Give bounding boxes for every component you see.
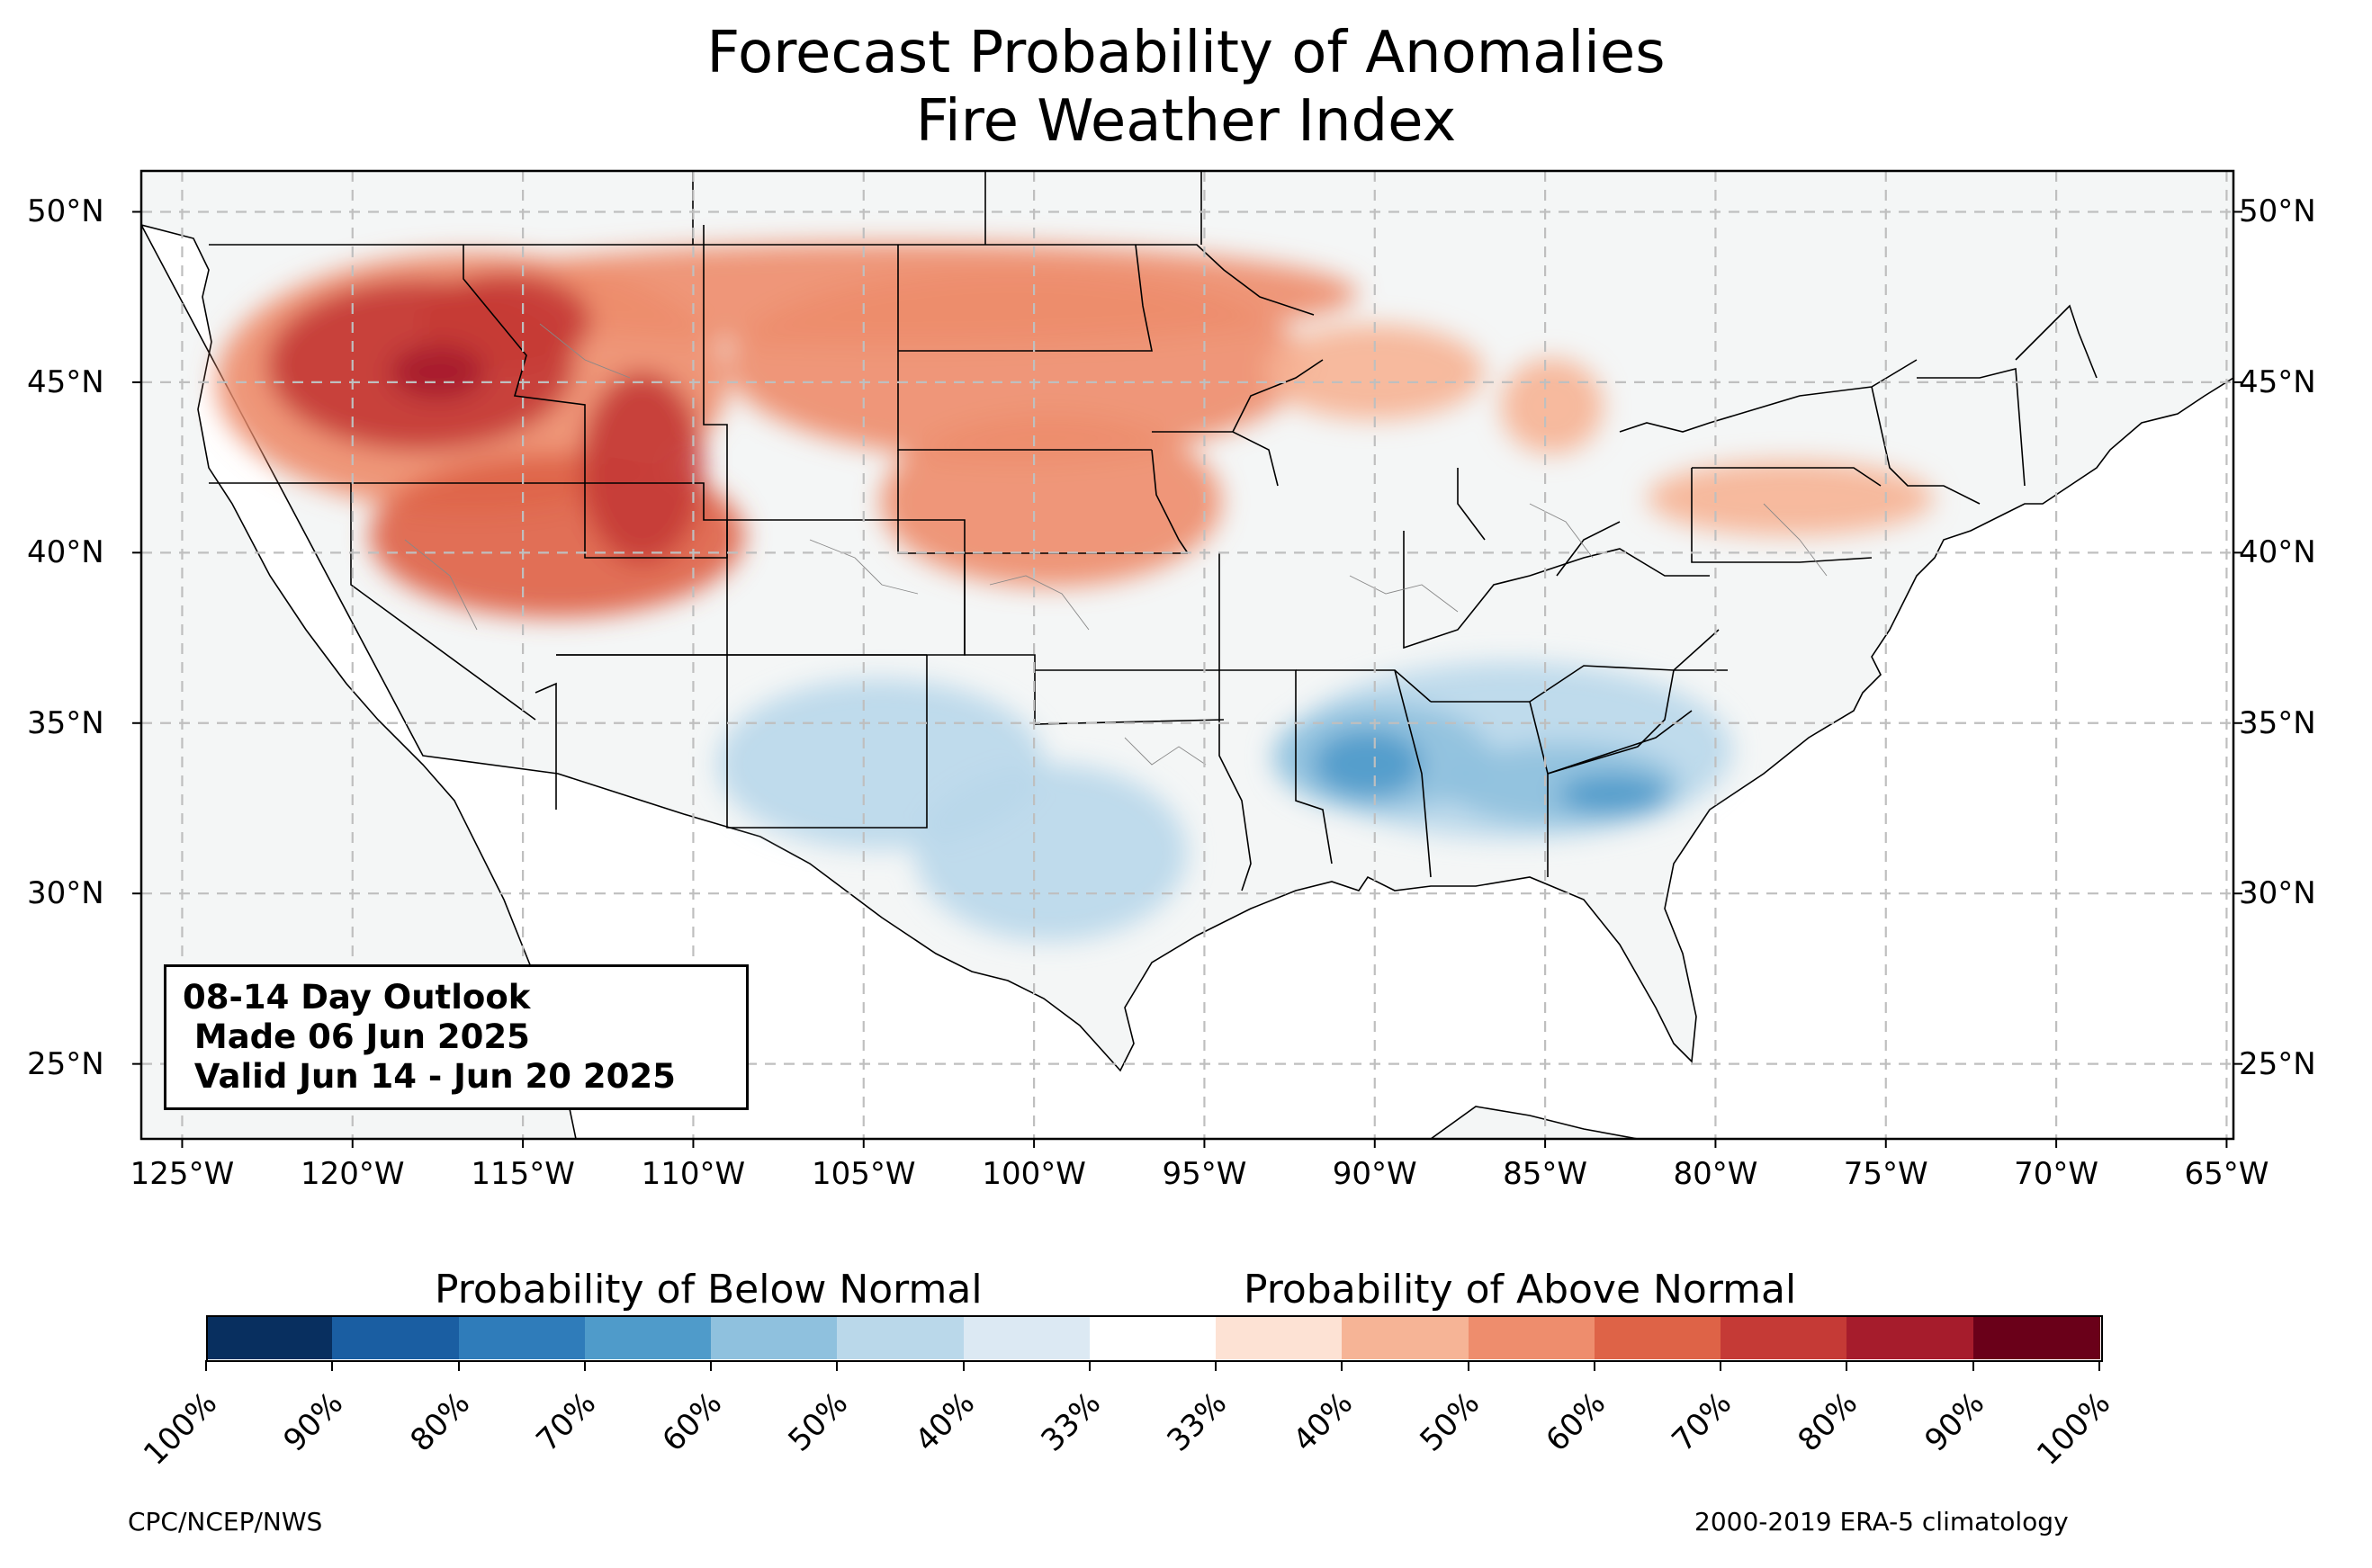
prob-region-oregon-above-80 — [390, 345, 486, 399]
axis-ticks — [132, 211, 2242, 1148]
colorbar-tick — [1088, 1360, 1091, 1371]
lon-label: 115°W — [471, 1156, 575, 1192]
colorbar-tick — [1972, 1360, 1974, 1371]
prob-region-pennsylvania-above-40 — [1647, 461, 1934, 536]
lon-label: 70°W — [2014, 1156, 2099, 1192]
lon-label: 75°W — [1843, 1156, 1928, 1192]
colorbar-segment — [1594, 1316, 1722, 1359]
footer-climatology: 2000-2019 ERA-5 climatology — [1694, 1507, 2069, 1537]
colorbar-segment — [1846, 1316, 1974, 1359]
prob-region-mississippi-below-70 — [1313, 730, 1423, 799]
colorbar-tick — [457, 1360, 460, 1371]
graticule — [141, 171, 2233, 1139]
lat-label: 40°N — [2239, 534, 2316, 571]
lon-label: 95°W — [1162, 1156, 1247, 1192]
colorbar-tick — [962, 1360, 965, 1371]
colorbar-tick — [1846, 1360, 1848, 1371]
chart-title-line1: Forecast Probability of Anomalies — [706, 20, 1666, 86]
colorbar-tick — [1593, 1360, 1595, 1371]
lon-label: 125°W — [130, 1156, 235, 1192]
prob-region-wyoming-above-70 — [580, 372, 704, 563]
colorbar-above-title: Probability of Above Normal — [1244, 1267, 1797, 1313]
colorbar-tick — [331, 1360, 334, 1371]
lat-label: 30°N — [27, 875, 104, 912]
prob-region-texas-below-50 — [914, 764, 1188, 942]
colorbar-segment — [1468, 1316, 1595, 1359]
state-boundaries — [209, 171, 2098, 892]
colorbar-segment — [711, 1316, 839, 1359]
lat-label: 35°N — [27, 704, 104, 741]
lon-label: 85°W — [1503, 1156, 1588, 1192]
colorbar-segment — [1089, 1316, 1217, 1359]
lat-label: 25°N — [2239, 1045, 2316, 1082]
lat-label: 50°N — [2239, 193, 2316, 230]
colorbar-segment — [963, 1316, 1091, 1359]
colorbar-segment — [458, 1316, 586, 1359]
lat-label: 25°N — [27, 1045, 104, 1082]
lat-label: 40°N — [27, 534, 104, 571]
lon-label: 100°W — [982, 1156, 1086, 1192]
chart-title-line2: Fire Weather Index — [915, 88, 1457, 155]
colorbar-segment — [206, 1316, 334, 1359]
lat-label: 30°N — [2239, 875, 2316, 912]
lon-label: 90°W — [1332, 1156, 1417, 1192]
lon-label: 110°W — [641, 1156, 746, 1192]
prob-region-michigan-above-40 — [1500, 358, 1604, 454]
prob-region-wisconsin-above-40 — [1265, 324, 1484, 420]
outlook-made-date: Made 06 Jun 2025 — [183, 1017, 530, 1056]
colorbar-segment — [1342, 1316, 1469, 1359]
colorbar-frame — [206, 1315, 2103, 1362]
colorbar-tick — [2098, 1360, 2100, 1371]
colorbar-tick — [1215, 1360, 1217, 1371]
colorbar-segment — [1721, 1316, 1848, 1359]
outlook-valid-dates: Valid Jun 14 - Jun 20 2025 — [183, 1057, 676, 1096]
colorbar-segment — [1216, 1316, 1343, 1359]
outlook-info-box: 08-14 Day Outlook Made 06 Jun 2025 Valid… — [164, 964, 749, 1110]
lat-label: 45°N — [2239, 363, 2316, 400]
colorbar-tick — [710, 1360, 713, 1371]
prob-region-central-plains-above-50 — [880, 416, 1222, 587]
lon-label: 120°W — [301, 1156, 405, 1192]
colorbar-tick — [1720, 1360, 1722, 1371]
colorbar-segment — [1972, 1316, 2100, 1359]
colorbar-tick — [836, 1360, 839, 1371]
colorbar-tick — [1467, 1360, 1469, 1371]
lat-label: 50°N — [27, 193, 104, 230]
lon-label: 65°W — [2184, 1156, 2269, 1192]
prob-region-georgia-below-70 — [1559, 774, 1668, 816]
colorbar-tick — [205, 1360, 207, 1371]
colorbar-below-title: Probability of Below Normal — [435, 1267, 983, 1313]
colorbar-segment — [584, 1316, 713, 1359]
lat-label: 35°N — [2239, 704, 2316, 741]
colorbar-tick — [583, 1360, 586, 1371]
colorbar-segment — [332, 1316, 460, 1359]
lon-label: 105°W — [812, 1156, 916, 1192]
prob-region-montana-above-70 — [420, 273, 591, 369]
outlook-period: 08-14 Day Outlook — [183, 978, 531, 1017]
colorbar-tick — [1341, 1360, 1343, 1371]
footer-source: CPC/NCEP/NWS — [128, 1507, 323, 1537]
colorbar-segment — [837, 1316, 965, 1359]
map-frame — [139, 169, 2235, 1141]
lat-label: 45°N — [27, 363, 104, 400]
county-boundaries — [404, 323, 1828, 766]
lon-label: 80°W — [1673, 1156, 1758, 1192]
